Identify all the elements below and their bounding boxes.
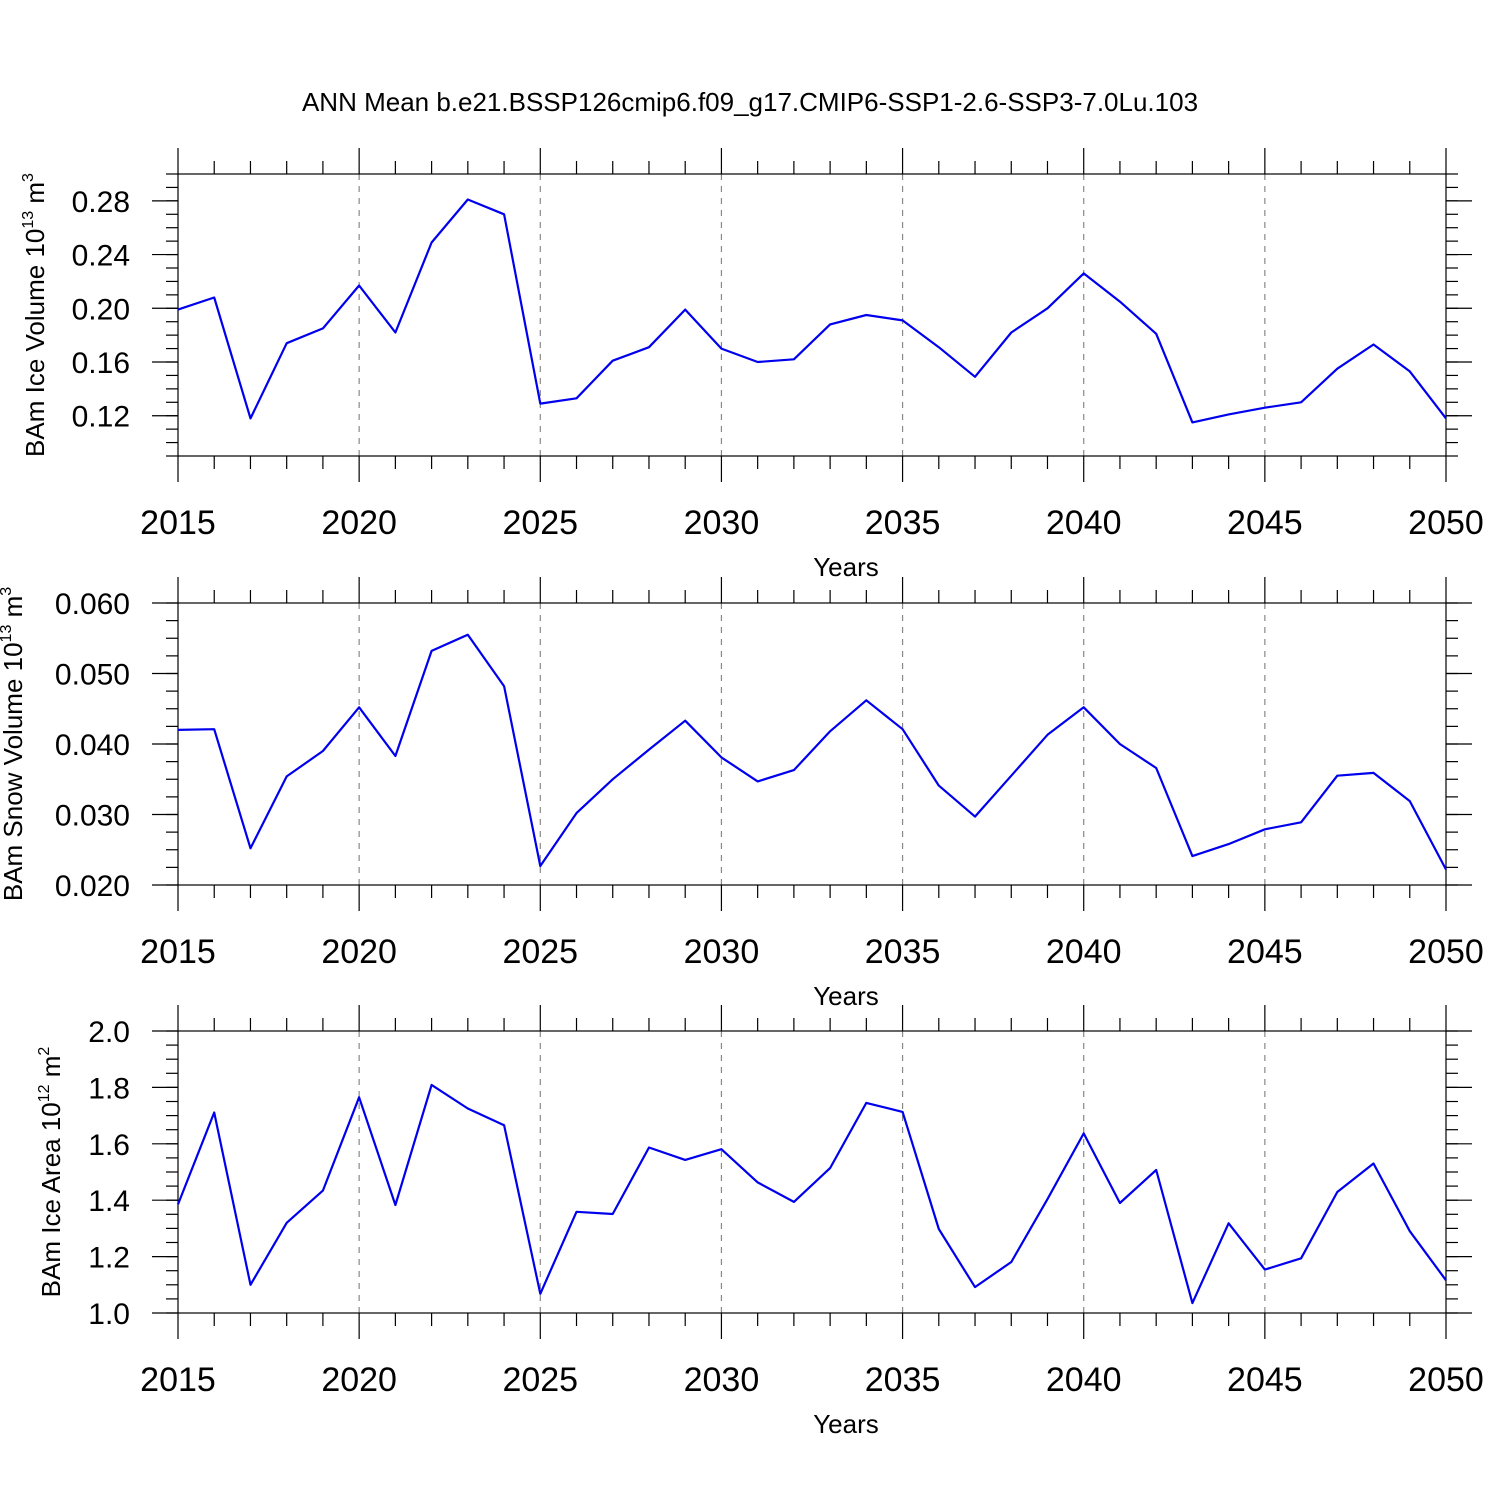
ice-area-panel: 2015 2020 2025 2030 2035 2040 2045 2050 1.0 1.2 1.… xyxy=(36,1005,1484,1439)
p1-y-tick-label: 0.060 xyxy=(55,588,130,621)
p0-y-tick-label: 0.20 xyxy=(72,293,130,326)
p1-series-line xyxy=(177,633,1447,871)
p1-plot-frame xyxy=(177,602,1447,886)
p1-x-tick-label: 2035 xyxy=(865,933,941,971)
p2-x-axis-label: Years xyxy=(813,1409,879,1439)
p2-x-tick-label: 2030 xyxy=(684,1361,760,1399)
p0-y-tick-label: 0.28 xyxy=(72,186,130,219)
p0-series-line xyxy=(177,198,1447,424)
p2-x-tick-label: 2015 xyxy=(140,1361,216,1399)
p2-x-tick-label: 2025 xyxy=(502,1361,578,1399)
p2-x-tick-label: 2045 xyxy=(1227,1361,1303,1399)
p2-y-axis-label: BAm Ice Area 1012 m2 xyxy=(36,1047,66,1298)
p2-x-tick-label: 2040 xyxy=(1046,1361,1122,1399)
p1-x-tick-label: 2045 xyxy=(1227,933,1303,971)
p1-y-tick-label: 0.020 xyxy=(55,870,130,903)
p0-y-tick-label: 0.24 xyxy=(72,240,130,273)
p0-y-tick-label: 0.16 xyxy=(72,347,130,380)
p2-y-label-text: BAm Ice Area 10 xyxy=(36,1102,66,1297)
p2-y-label-unit-exponent: 2 xyxy=(36,1047,53,1056)
p2-y-tick-label: 1.8 xyxy=(88,1072,130,1105)
p1-x-tick-label: 2040 xyxy=(1046,933,1122,971)
p0-x-tick-label: 2030 xyxy=(684,504,760,542)
p2-y-tick-label: 1.2 xyxy=(88,1242,130,1275)
p0-y-label-text: BAm Ice Volume 10 xyxy=(20,229,50,457)
p1-y-label-unit-exponent: 3 xyxy=(0,587,15,596)
p0-x-tick-label: 2050 xyxy=(1408,504,1484,542)
chart-title: ANN Mean b.e21.BSSP126cmip6.f09_g17.CMIP… xyxy=(302,87,1198,117)
p0-y-label-unit: m xyxy=(20,182,50,211)
p1-y-label-unit: m xyxy=(0,596,28,625)
p2-plot-frame xyxy=(177,1030,1447,1314)
snow-volume-panel: 2015 2020 2025 2030 2035 2040 2045 2050 0.020 0.0… xyxy=(0,577,1484,1011)
p0-x-tick-label: 2020 xyxy=(321,504,397,542)
p1-x-tick-label: 2015 xyxy=(140,933,216,971)
p2-y-tick-label: 1.6 xyxy=(88,1129,130,1162)
p2-x-tick-label: 2035 xyxy=(865,1361,941,1399)
p0-y-label-unit-exponent: 3 xyxy=(20,173,37,182)
p0-y-label-exponent: 13 xyxy=(20,211,37,229)
p1-y-axis-label: BAm Snow Volume 1013 m3 xyxy=(0,587,28,901)
p1-x-tick-label: 2030 xyxy=(684,933,760,971)
p1-x-tick-label: 2025 xyxy=(502,933,578,971)
p1-y-label-exponent: 13 xyxy=(0,625,15,643)
p2-y-label-unit: m xyxy=(36,1056,66,1085)
p2-x-tick-label: 2050 xyxy=(1408,1361,1484,1399)
p1-y-label-text: BAm Snow Volume 10 xyxy=(0,642,28,901)
p2-y-tick-label: 1.4 xyxy=(88,1185,130,1218)
p1-y-tick-label: 0.040 xyxy=(55,729,130,762)
p0-x-tick-label: 2040 xyxy=(1046,504,1122,542)
p2-series-line xyxy=(176,1083,1447,1305)
p1-x-axis-label: Years xyxy=(813,981,879,1011)
p0-x-tick-label: 2035 xyxy=(865,504,941,542)
p0-x-tick-label: 2025 xyxy=(502,504,578,542)
p2-x-tick-label: 2020 xyxy=(321,1361,397,1399)
ice-volume-panel: 2015 2020 2025 2030 2035 2040 2045 2050 0.12 0.16… xyxy=(20,148,1484,582)
p2-y-tick-label: 1.0 xyxy=(88,1298,130,1331)
p0-x-tick-label: 2015 xyxy=(140,504,216,542)
p0-x-axis-label: Years xyxy=(813,552,879,582)
p0-x-tick-label: 2045 xyxy=(1227,504,1303,542)
p2-y-tick-label: 2.0 xyxy=(88,1016,130,1049)
p0-plot-frame xyxy=(177,173,1447,457)
p0-y-tick-label: 0.12 xyxy=(72,401,130,434)
p1-y-tick-label: 0.050 xyxy=(55,659,130,692)
p1-x-tick-label: 2020 xyxy=(321,933,397,971)
p1-y-tick-label: 0.030 xyxy=(55,800,130,833)
p0-y-axis-label: BAm Ice Volume 1013 m3 xyxy=(20,173,50,457)
p1-x-tick-label: 2050 xyxy=(1408,933,1484,971)
p2-y-label-exponent: 12 xyxy=(36,1084,53,1102)
